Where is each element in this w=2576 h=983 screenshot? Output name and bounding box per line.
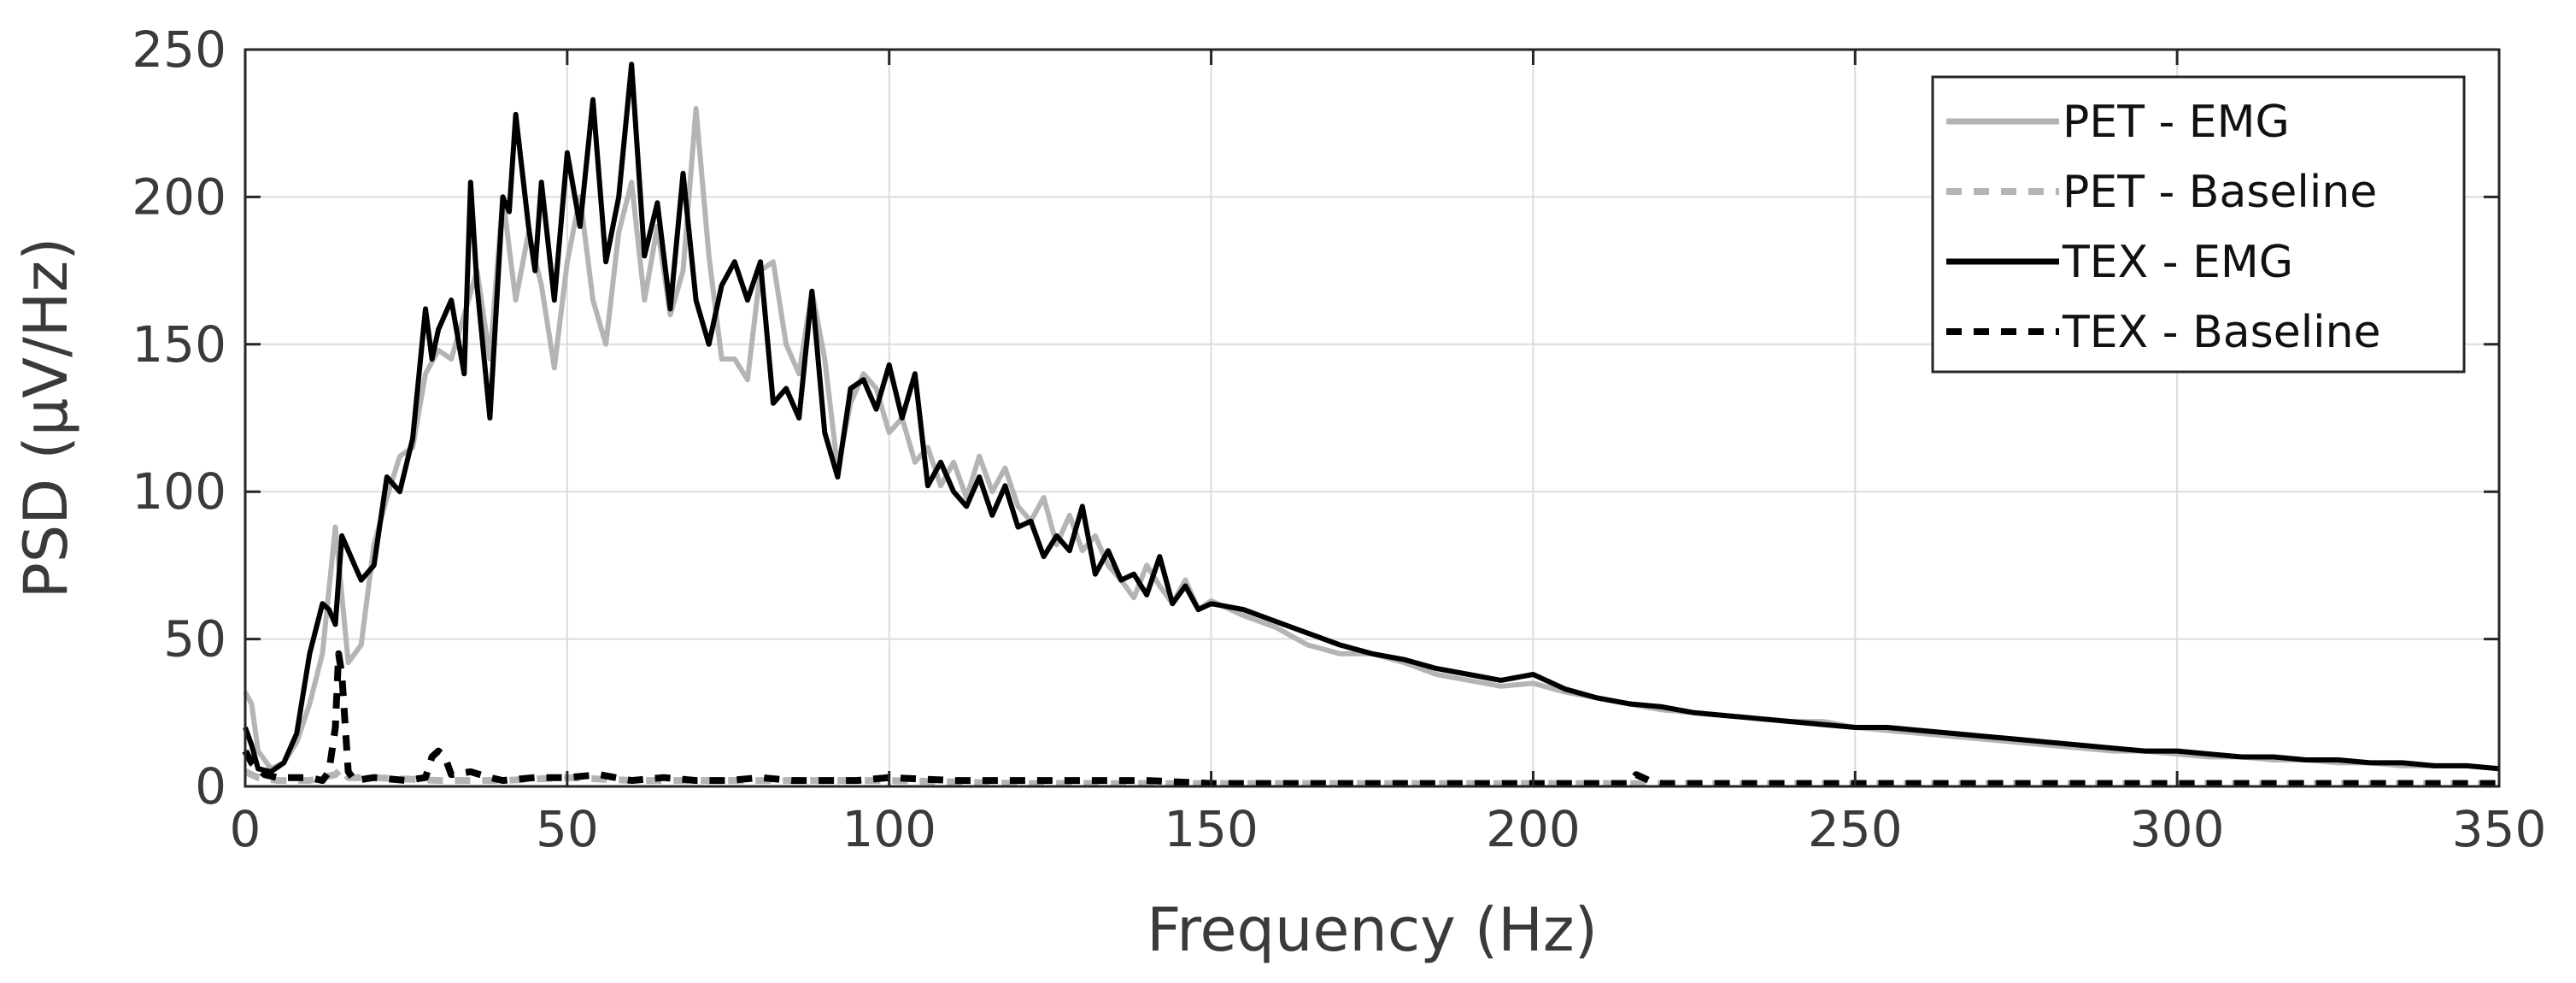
x-tick-label-2: 100 xyxy=(842,800,936,858)
legend-label-2: TEX - EMG xyxy=(2062,237,2293,288)
x-tick-label-7: 350 xyxy=(2452,800,2547,858)
x-tick-label-4: 200 xyxy=(1486,800,1581,858)
legend-label-1: PET - Baseline xyxy=(2063,167,2377,218)
legend: PET - EMG PET - Baseline TEX - EMG TEX - Ba… xyxy=(1931,75,2466,374)
series-line-tex-baseline xyxy=(242,650,2499,787)
x-tick-label-3: 150 xyxy=(1164,800,1259,858)
legend-label-3: TEX - Baseline xyxy=(2062,307,2381,358)
y-tick-label-0: 0 xyxy=(195,757,226,815)
y-tick-label-3: 150 xyxy=(132,315,226,374)
plot-area-frame xyxy=(244,48,2501,788)
series-line-tex-emg xyxy=(243,62,2500,774)
y-axis-ticks: 0 50 100 150 200 250 xyxy=(132,21,2499,815)
legend-label-0: PET - EMG xyxy=(2063,97,2290,148)
legend-items: PET - EMG PET - Baseline TEX - EMG TEX - Ba… xyxy=(1946,97,2381,358)
y-tick-label-4: 200 xyxy=(132,168,226,226)
y-tick-label-2: 100 xyxy=(132,462,226,521)
legend-box xyxy=(1931,75,2466,374)
x-axis-ticks: 0 50 100 150 200 250 300 350 xyxy=(230,50,2547,858)
x-axis-label: Frequency (Hz) xyxy=(1147,895,1598,965)
series-layer xyxy=(242,62,2500,787)
x-tick-label-0: 0 xyxy=(230,800,261,858)
y-axis-label: PSD (µV/Hz) xyxy=(11,238,81,599)
y-tick-label-5: 250 xyxy=(132,21,226,79)
x-tick-label-1: 50 xyxy=(536,800,599,858)
x-tick-label-6: 300 xyxy=(2130,800,2225,858)
x-tick-label-5: 250 xyxy=(1808,800,1903,858)
y-tick-label-1: 50 xyxy=(163,610,226,668)
